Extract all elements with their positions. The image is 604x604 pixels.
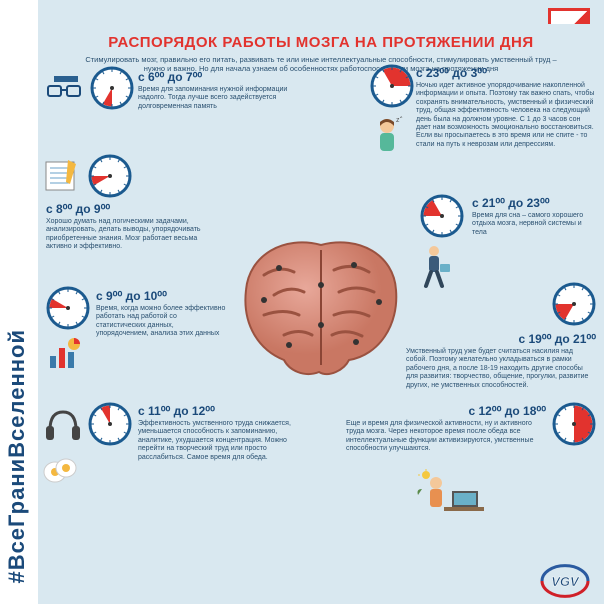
time-heading: с 8⁰⁰ до 9⁰⁰ [46,202,201,216]
time-text: Хорошо думать над логическими задачами, … [46,218,201,252]
chart-icon [46,336,82,372]
time-heading: с 21⁰⁰ до 23⁰⁰ [472,196,596,210]
clock-21-23 [420,194,464,238]
time-text: Время, когда можно более эффективно рабо… [96,305,226,339]
time-heading: с 23⁰⁰ до 3⁰⁰ [416,66,596,80]
block-12-18: с 12⁰⁰ до 18⁰⁰ Еще и время для физическо… [346,404,546,454]
clock-6-7 [90,66,134,110]
svg-text:VGV: VGV [551,574,580,589]
sleeping-person-icon: zz [370,116,404,156]
walking-person-icon [416,244,452,292]
brain-illustration [234,230,408,380]
time-text: Умственный труд уже будет считаться наси… [406,348,596,390]
block-9-10: с 9⁰⁰ до 10⁰⁰ Время, когда можно более э… [96,289,226,339]
time-text: Время для сна – самого хорошего отдыха м… [472,212,596,237]
clock-11-12 [88,402,132,446]
time-heading: с 12⁰⁰ до 18⁰⁰ [346,404,546,418]
time-heading: с 6⁰⁰ до 7⁰⁰ [138,70,288,84]
block-11-12: с 11⁰⁰ до 12⁰⁰ Эффективность умственного… [138,404,298,462]
top-bar [38,0,604,24]
time-heading: с 19⁰⁰ до 21⁰⁰ [406,332,596,346]
clock-23-3 [370,64,414,108]
time-text: Еще и время для физической активности, н… [346,420,546,454]
clock-8-9 [88,154,132,198]
time-text: Ночью идет активное упорядочивание накоп… [416,82,596,149]
svg-text:z: z [400,116,403,120]
main-title: РАСПОРЯДОК РАБОТЫ МОЗГА НА ПРОТЯЖЕНИИ ДН… [52,34,590,51]
block-6-7: с 6⁰⁰ до 7⁰⁰ Время для запоминания нужно… [138,70,288,111]
clock-19-21 [552,282,596,326]
time-heading: с 11⁰⁰ до 12⁰⁰ [138,404,298,418]
headphones-icon [42,404,84,446]
block-19-21: с 19⁰⁰ до 21⁰⁰ Умственный труд уже будет… [406,332,596,390]
hashtag-vertical: #ВсеГраниВселенной [4,329,30,584]
vgv-logo: VGV [536,564,594,598]
glasses-icon [46,72,82,108]
clock-12-18 [552,402,596,446]
eggs-icon [42,452,78,488]
infographic-panel: РАСПОРЯДОК РАБОТЫ МОЗГА НА ПРОТЯЖЕНИИ ДН… [38,24,604,604]
block-23-3: с 23⁰⁰ до 3⁰⁰ Ночью идет активное упоряд… [416,66,596,149]
block-21-23: с 21⁰⁰ до 23⁰⁰ Время для сна – самого хо… [472,196,596,237]
desk-person-icon [414,469,484,519]
time-heading: с 9⁰⁰ до 10⁰⁰ [96,289,226,303]
block-8-9: с 8⁰⁰ до 9⁰⁰ Хорошо думать над логически… [46,202,201,252]
time-text: Время для запоминания нужной информации … [138,86,288,111]
clock-9-10 [46,286,90,330]
time-text: Эффективность умственного труда снижаетс… [138,420,298,462]
notebook-icon [40,154,82,196]
